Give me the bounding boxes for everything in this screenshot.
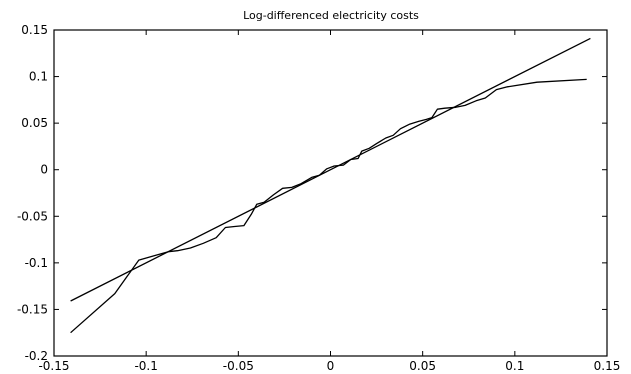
y-tick-label: -0.05 — [17, 209, 48, 223]
x-tick-label: -0.1 — [134, 359, 157, 373]
x-tick-label: -0.05 — [223, 359, 254, 373]
y-axis: -0.2 -0.15 -0.1 -0.05 0 0.05 0.1 0.15 — [17, 23, 607, 363]
y-tick-label: -0.15 — [17, 302, 48, 316]
chart-title: Log-differenced electricity costs — [243, 9, 419, 22]
x-tick-label: -0.15 — [38, 359, 69, 373]
plot-frame — [53, 29, 608, 357]
quantile-curve — [70, 78, 587, 334]
y-tick-label: 0 — [40, 163, 48, 177]
y-tick-label: -0.2 — [25, 349, 48, 363]
y-tick-label: 0.1 — [29, 70, 48, 84]
x-tick-label: 0 — [327, 359, 335, 373]
y-tick-label: 0.05 — [21, 116, 48, 130]
x-tick-label: 0.1 — [505, 359, 524, 373]
x-tick-label: 0.15 — [594, 359, 621, 373]
reference-line — [70, 37, 591, 302]
x-tick-label: 0.05 — [409, 359, 436, 373]
plot-lines — [70, 37, 591, 334]
x-axis: -0.15 -0.1 -0.05 0 0.05 0.1 0.15 — [38, 30, 620, 373]
y-tick-label: 0.15 — [21, 23, 48, 37]
y-tick-label: -0.1 — [25, 256, 48, 270]
